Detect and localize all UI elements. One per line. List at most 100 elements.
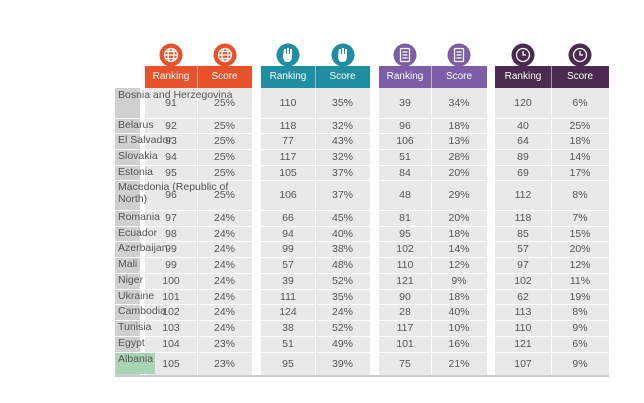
globe-icon bbox=[159, 43, 183, 67]
country-name: El Salvador bbox=[118, 134, 172, 146]
score-value: 20% bbox=[569, 243, 591, 255]
ranking-value: 117 bbox=[279, 151, 297, 163]
ranking-value: 102 bbox=[514, 275, 532, 287]
score-value: 25% bbox=[569, 119, 591, 132]
score-value: 19% bbox=[569, 290, 591, 303]
document-icon bbox=[447, 43, 471, 67]
score-value: 20% bbox=[448, 166, 470, 179]
score-header: Score bbox=[211, 71, 238, 82]
column-group-header: Ranking Score bbox=[495, 66, 609, 88]
header-divider bbox=[197, 66, 198, 88]
score-value: 24% bbox=[213, 275, 235, 287]
row-divider bbox=[115, 352, 609, 353]
row-divider bbox=[115, 149, 609, 150]
ranking-value: 124 bbox=[279, 306, 297, 318]
score-value: 20% bbox=[448, 212, 470, 224]
row-divider bbox=[115, 226, 609, 227]
ranking-value: 89 bbox=[517, 151, 529, 163]
country-name: Slovakia bbox=[118, 150, 158, 162]
score-value: 14% bbox=[569, 151, 591, 163]
score-value: 48% bbox=[331, 259, 353, 271]
score-value: 34% bbox=[448, 97, 470, 109]
column-group-header: Ranking Score bbox=[379, 66, 487, 88]
row-divider bbox=[115, 165, 609, 166]
score-value: 24% bbox=[213, 243, 235, 255]
score-value: 43% bbox=[331, 135, 353, 147]
country-name: Mali bbox=[118, 258, 138, 270]
ranking-value: 118 bbox=[279, 119, 297, 132]
header-divider bbox=[431, 66, 432, 88]
score-value: 38% bbox=[331, 243, 353, 255]
ranking-value: 110 bbox=[279, 97, 297, 109]
ranking-value: 117 bbox=[396, 322, 414, 334]
score-value: 11% bbox=[569, 275, 591, 287]
column-divider bbox=[431, 88, 432, 375]
ranking-value: 91 bbox=[165, 97, 177, 109]
ranking-value: 106 bbox=[279, 189, 297, 201]
ranking-value: 104 bbox=[162, 338, 180, 350]
score-value: 25% bbox=[213, 135, 235, 147]
country-name: Romania bbox=[118, 211, 161, 223]
ranking-value: 94 bbox=[282, 227, 294, 240]
score-value: 17% bbox=[569, 166, 591, 179]
country-name: Belarus bbox=[118, 119, 154, 131]
score-value: 25% bbox=[213, 97, 235, 109]
column-group-1 bbox=[145, 88, 252, 375]
score-value: 8% bbox=[572, 306, 588, 318]
score-value: 6% bbox=[572, 338, 588, 350]
ranking-value: 102 bbox=[396, 243, 414, 255]
score-value: 23% bbox=[213, 357, 235, 370]
ranking-value: 84 bbox=[399, 166, 411, 179]
ranking-value: 77 bbox=[282, 135, 294, 147]
score-value: 12% bbox=[569, 259, 591, 271]
score-value: 9% bbox=[572, 357, 588, 370]
header-divider bbox=[551, 66, 552, 88]
country-name: Ecuador bbox=[118, 227, 158, 239]
ranking-value: 90 bbox=[399, 290, 411, 303]
ranking-value: 99 bbox=[165, 259, 177, 271]
ranking-header: Ranking bbox=[152, 71, 190, 82]
score-value: 32% bbox=[331, 151, 353, 163]
table-bottom-rule bbox=[115, 375, 609, 377]
ranking-value: 101 bbox=[396, 338, 414, 350]
ranking-value: 51 bbox=[282, 338, 294, 350]
ranking-value: 113 bbox=[514, 306, 532, 318]
ranking-value: 28 bbox=[399, 306, 411, 318]
score-value: 13% bbox=[448, 135, 470, 147]
row-divider bbox=[115, 289, 609, 290]
ranking-value: 96 bbox=[165, 189, 177, 201]
ranking-value: 75 bbox=[399, 357, 411, 370]
ranking-value: 51 bbox=[399, 151, 411, 163]
country-name: Ukraine bbox=[118, 290, 155, 302]
ranking-value: 95 bbox=[165, 166, 177, 179]
ranking-value: 69 bbox=[517, 166, 529, 179]
score-value: 24% bbox=[213, 322, 235, 334]
ranking-value: 97 bbox=[517, 259, 529, 271]
ranking-value: 92 bbox=[165, 119, 177, 132]
ranking-value: 66 bbox=[282, 212, 294, 224]
ranking-value: 107 bbox=[514, 357, 532, 370]
score-value: 25% bbox=[213, 189, 235, 201]
row-divider bbox=[115, 320, 609, 321]
score-value: 37% bbox=[331, 189, 353, 201]
score-value: 8% bbox=[572, 189, 588, 201]
ranking-value: 64 bbox=[517, 135, 529, 147]
score-value: 9% bbox=[451, 275, 467, 287]
ranking-value: 39 bbox=[399, 97, 411, 109]
ranking-value: 106 bbox=[396, 135, 414, 147]
score-value: 28% bbox=[448, 151, 470, 163]
ranking-value: 103 bbox=[162, 322, 180, 334]
country-name: Macedonia (Republic of North) bbox=[118, 181, 229, 205]
country-name: Niger bbox=[118, 274, 144, 286]
score-value: 21% bbox=[448, 357, 470, 370]
ranking-header: Ranking bbox=[504, 71, 542, 82]
ranking-value: 112 bbox=[514, 189, 532, 201]
ranking-value: 94 bbox=[165, 151, 177, 163]
column-group-header: Ranking Score bbox=[145, 66, 252, 88]
ranking-value: 120 bbox=[514, 97, 532, 109]
score-header: Score bbox=[566, 71, 594, 82]
score-header: Score bbox=[329, 71, 356, 82]
ranking-value: 121 bbox=[396, 275, 414, 287]
column-group-4 bbox=[495, 88, 609, 375]
